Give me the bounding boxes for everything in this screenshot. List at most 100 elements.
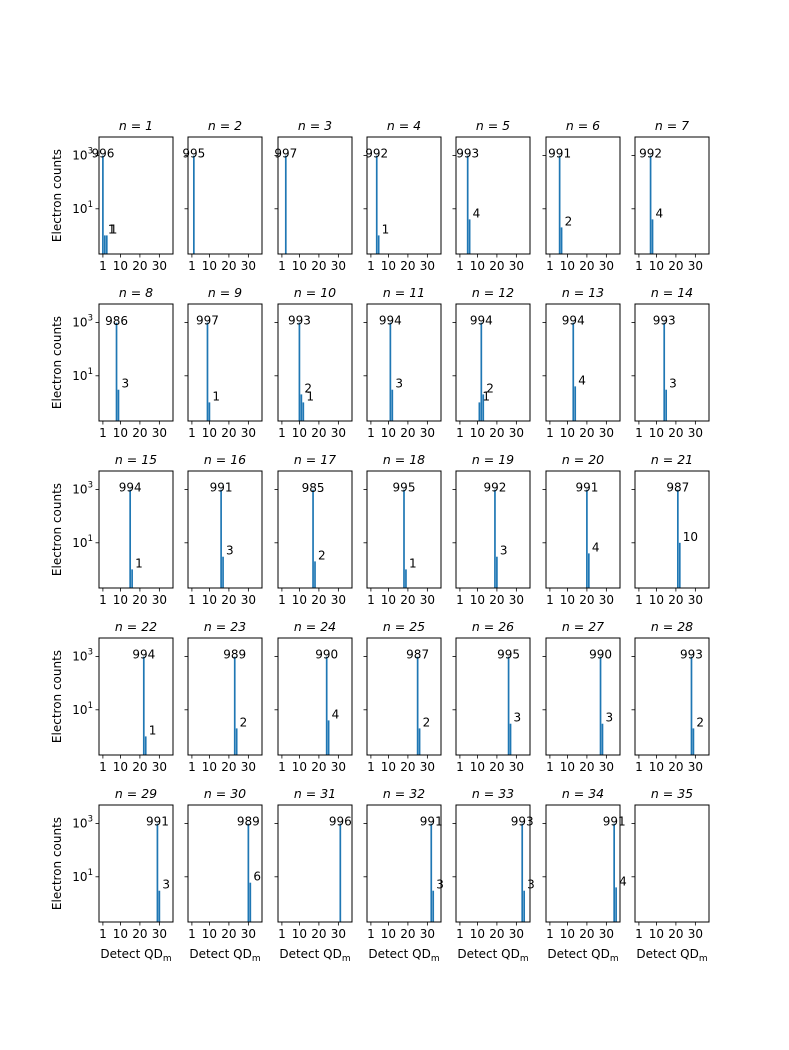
panel-n-30: n = 30 989 6 1 10 20 30 Detect QDm <box>184 786 263 964</box>
x-axis-label: Detect QDm <box>189 947 260 964</box>
y-tick-label-10: 101 <box>72 701 93 717</box>
bar-x23 <box>233 656 236 755</box>
x-tick-label-30: 30 <box>509 259 524 273</box>
x-tick-label-1: 1 <box>546 927 554 941</box>
panel-n-20: n = 20 991 4 1 10 20 30 <box>542 452 621 607</box>
axes-frame <box>366 470 442 589</box>
x-tick-label-1: 1 <box>278 426 286 440</box>
bar-x17 <box>312 489 314 588</box>
x-tick-label-1: 1 <box>635 927 643 941</box>
bar-label-x17: 985 <box>302 481 325 495</box>
axes-frame <box>634 637 710 756</box>
y-tick-label-10: 101 <box>72 200 93 216</box>
x-tick-label-1: 1 <box>456 426 464 440</box>
bar-x30 <box>158 890 161 922</box>
x-tick-label-30: 30 <box>688 927 703 941</box>
bar-x2 <box>192 155 195 254</box>
panel-title: n = 17 <box>294 452 336 467</box>
x-tick-label-1: 1 <box>278 760 286 774</box>
bar-label-x33: 3 <box>436 878 444 892</box>
bar-label-x30: 3 <box>162 878 170 892</box>
x-tick-label-20: 20 <box>489 426 504 440</box>
bar-x10 <box>208 402 211 421</box>
x-tick-label-30: 30 <box>331 927 346 941</box>
axes-frame <box>277 136 353 255</box>
bar-x18 <box>403 489 405 588</box>
x-tick-label-10: 10 <box>649 593 664 607</box>
bar-x11 <box>300 394 303 421</box>
x-tick-label-10: 10 <box>292 426 307 440</box>
panel-title: n = 8 <box>119 285 153 300</box>
axes-frame <box>98 303 174 422</box>
x-tick-label-1: 1 <box>188 760 196 774</box>
axes-frame <box>545 637 621 756</box>
bar-x20 <box>496 556 498 588</box>
panel-title: n = 28 <box>651 619 693 634</box>
axes-frame <box>545 470 621 589</box>
axes-frame <box>277 470 353 589</box>
bar-label-x28: 3 <box>605 711 613 725</box>
x-axis-label: Detect QDm <box>100 947 171 964</box>
bar-label-x21: 4 <box>592 540 600 554</box>
x-tick-label-20: 20 <box>579 593 594 607</box>
axes-frame <box>277 303 353 422</box>
axes-frame <box>277 637 353 756</box>
bar-x33 <box>432 890 435 922</box>
bar-x9 <box>206 322 209 421</box>
bar-label-x35: 4 <box>619 874 627 888</box>
bar-label-x16: 1 <box>135 556 143 570</box>
x-tick-label-10: 10 <box>470 927 485 941</box>
x-tick-label-1: 1 <box>456 760 464 774</box>
panel-n-13: n = 13 994 4 1 10 20 30 <box>542 285 621 440</box>
panel-n-25: n = 25 987 2 1 10 20 30 <box>363 619 442 774</box>
panel-n-24: n = 24 990 4 1 10 20 30 <box>274 619 353 774</box>
x-axis-label: Detect QDm <box>457 947 528 964</box>
bar-label-x15: 994 <box>119 481 142 495</box>
bar-x29 <box>156 823 159 922</box>
axes-frame <box>366 303 442 422</box>
bar-label-x23: 1 <box>149 723 157 737</box>
bar-label-x29: 2 <box>696 715 704 729</box>
x-tick-label-10: 10 <box>470 259 485 273</box>
y-axis-label: Electron counts <box>50 650 64 743</box>
bar-x31 <box>249 882 252 922</box>
panel-title: n = 19 <box>472 452 514 467</box>
y-tick-label-1000: 103 <box>72 481 93 497</box>
bar-x26 <box>418 728 421 755</box>
x-tick-label-1: 1 <box>367 927 375 941</box>
x-tick-label-20: 20 <box>400 927 415 941</box>
bar-x11 <box>389 322 392 421</box>
x-tick-label-20: 20 <box>311 927 326 941</box>
x-tick-label-20: 20 <box>489 760 504 774</box>
bar-x7 <box>649 155 652 254</box>
axes-frame <box>455 136 531 255</box>
panel-title: n = 1 <box>119 118 153 133</box>
x-tick-label-20: 20 <box>221 760 236 774</box>
bar-x27 <box>599 656 602 755</box>
x-tick-label-20: 20 <box>579 927 594 941</box>
bar-x5 <box>377 235 380 254</box>
x-tick-label-1: 1 <box>546 593 554 607</box>
bar-label-x26: 2 <box>423 715 431 729</box>
axes-frame <box>455 470 531 589</box>
x-tick-label-10: 10 <box>560 426 575 440</box>
axes-frame <box>545 303 621 422</box>
panel-n-15: n = 15 994 1 1 10 20 30 101 103 Electron counts <box>50 452 174 607</box>
x-tick-label-10: 10 <box>292 927 307 941</box>
x-tick-label-1: 1 <box>367 426 375 440</box>
bar-x27 <box>509 723 512 755</box>
bar-label-x19: 992 <box>483 481 506 495</box>
bar-label-x11: 2 <box>304 381 312 395</box>
x-tick-label-10: 10 <box>649 426 664 440</box>
bar-x10 <box>298 322 301 421</box>
bar-x5 <box>466 155 469 254</box>
axes-frame <box>98 637 174 756</box>
bar-x7 <box>560 227 563 254</box>
panel-n-18: n = 18 995 1 1 10 20 30 <box>363 452 442 607</box>
axes-frame <box>455 637 531 756</box>
bar-x19 <box>494 489 496 588</box>
bar-label-x16: 991 <box>210 481 233 495</box>
